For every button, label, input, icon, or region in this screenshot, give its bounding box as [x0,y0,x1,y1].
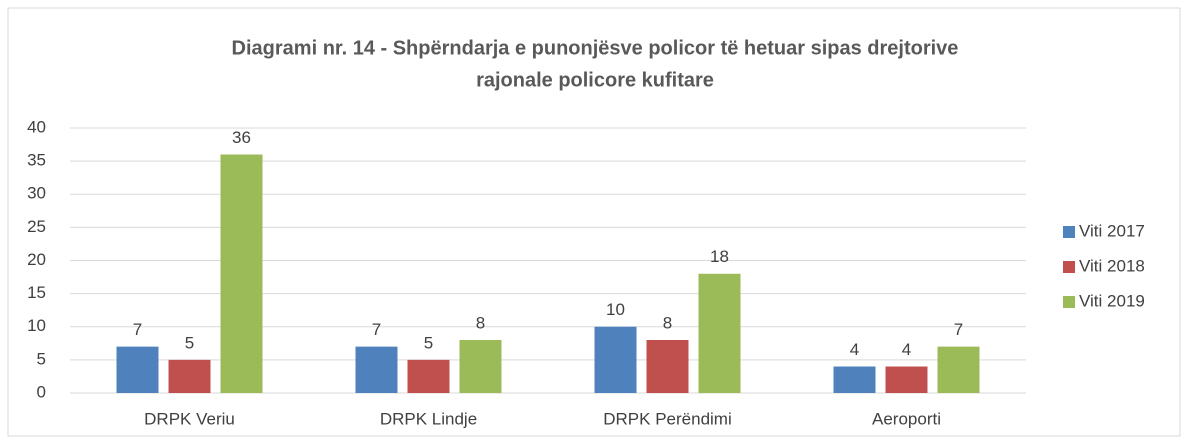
y-tick-label: 40 [27,117,46,136]
x-tick-label: DRPK Perëndimi [603,409,732,428]
bar [220,154,263,393]
legend-label: Viti 2019 [1079,291,1145,310]
data-label: 7 [954,320,963,339]
y-tick-label: 35 [27,151,46,170]
data-label: 5 [185,333,194,352]
chart-title: rajonale policore kufitare [476,69,714,91]
data-label: 8 [663,313,672,332]
bar [646,340,689,393]
y-tick-label: 15 [27,283,46,302]
y-tick-label: 10 [27,316,46,335]
data-label: 4 [850,340,859,359]
legend-label: Viti 2017 [1079,221,1145,240]
y-tick-label: 25 [27,217,46,236]
data-label: 7 [372,320,381,339]
data-label: 8 [476,313,485,332]
bar [459,340,502,393]
x-tick-label: DRPK Lindje [380,409,477,428]
data-label: 18 [710,247,729,266]
x-tick-label: DRPK Veriu [144,409,235,428]
bar [116,346,159,393]
data-label: 7 [133,320,142,339]
data-label: 4 [902,340,911,359]
bar [937,346,980,393]
chart-title: Diagrami nr. 14 - Shpërndarja e punonjës… [232,37,959,59]
legend-swatch [1063,261,1075,273]
legend-swatch [1063,226,1075,238]
legend-swatch [1063,296,1075,308]
y-tick-label: 0 [37,382,46,401]
data-label: 10 [606,300,625,319]
y-tick-label: 5 [37,349,46,368]
bar [355,346,398,393]
y-tick-label: 30 [27,184,46,203]
bar [168,359,211,393]
bar [698,273,741,393]
bar [885,366,928,393]
data-label: 5 [424,333,433,352]
bar [407,359,450,393]
data-label: 36 [232,128,251,147]
y-tick-label: 20 [27,250,46,269]
bar [594,326,637,393]
bar [833,366,876,393]
legend-label: Viti 2018 [1079,256,1145,275]
x-tick-label: Aeroporti [872,409,941,428]
